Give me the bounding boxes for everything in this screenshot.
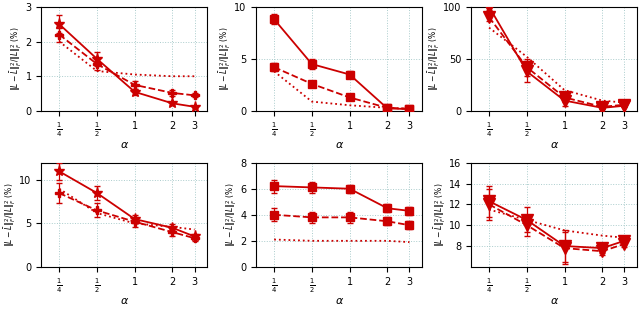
Y-axis label: $\|L-\bar{L}\|_F^2/\|L\|_F^2$ (%): $\|L-\bar{L}\|_F^2/\|L\|_F^2$ (%) — [433, 183, 448, 247]
X-axis label: $\alpha$: $\alpha$ — [335, 296, 344, 306]
X-axis label: $\alpha$: $\alpha$ — [120, 140, 129, 150]
Y-axis label: $\|L-\bar{L}\|_F^2/\|L\|_F^2$ (%): $\|L-\bar{L}\|_F^2/\|L\|_F^2$ (%) — [218, 27, 233, 91]
Y-axis label: $\|L-\bar{L}\|_F^2/\|L\|_F^2$ (%): $\|L-\bar{L}\|_F^2/\|L\|_F^2$ (%) — [9, 27, 24, 91]
X-axis label: $\alpha$: $\alpha$ — [120, 296, 129, 306]
Y-axis label: $\|L-\bar{L}\|_F^2/\|L\|_F^2$ (%): $\|L-\bar{L}\|_F^2/\|L\|_F^2$ (%) — [426, 27, 442, 91]
X-axis label: $\alpha$: $\alpha$ — [550, 296, 559, 306]
Y-axis label: $\|L-\bar{L}\|_F^2/\|L\|_F^2$ (%): $\|L-\bar{L}\|_F^2/\|L\|_F^2$ (%) — [224, 183, 239, 247]
Y-axis label: $\|L-\bar{L}\|_F^2/\|L\|_F^2$ (%): $\|L-\bar{L}\|_F^2/\|L\|_F^2$ (%) — [3, 183, 18, 247]
X-axis label: $\alpha$: $\alpha$ — [335, 140, 344, 150]
X-axis label: $\alpha$: $\alpha$ — [550, 140, 559, 150]
